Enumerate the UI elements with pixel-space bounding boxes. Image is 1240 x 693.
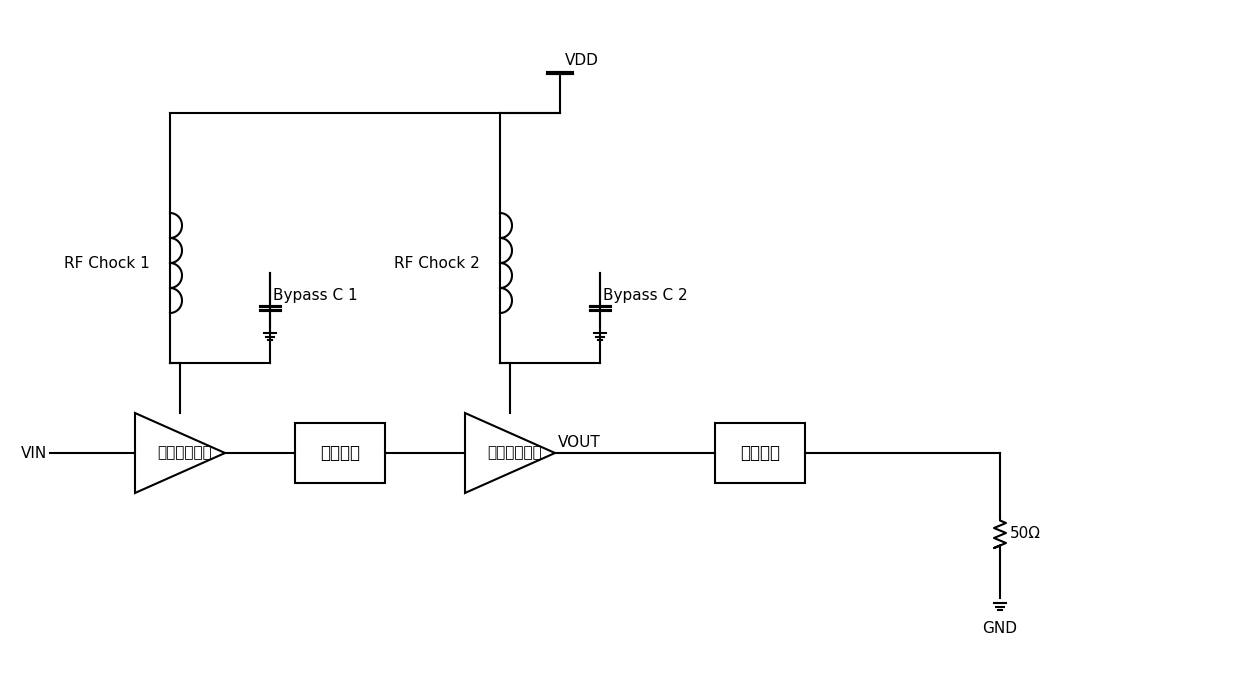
Text: Bypass C 2: Bypass C 2 [603, 288, 688, 303]
Text: 驱动级放大器: 驱动级放大器 [157, 446, 212, 461]
Text: VDD: VDD [565, 53, 599, 68]
Text: RF Chock 2: RF Chock 2 [394, 256, 480, 270]
Text: GND: GND [982, 621, 1018, 636]
Text: Bypass C 1: Bypass C 1 [273, 288, 357, 303]
Text: RF Chock 1: RF Chock 1 [64, 256, 150, 270]
Text: VOUT: VOUT [558, 435, 600, 450]
Text: 负载匹配: 负载匹配 [740, 444, 780, 462]
Text: 级间匹配: 级间匹配 [320, 444, 360, 462]
Text: VIN: VIN [21, 446, 47, 461]
Text: 功率级放大器: 功率级放大器 [487, 446, 542, 461]
Text: 50Ω: 50Ω [1011, 525, 1042, 541]
